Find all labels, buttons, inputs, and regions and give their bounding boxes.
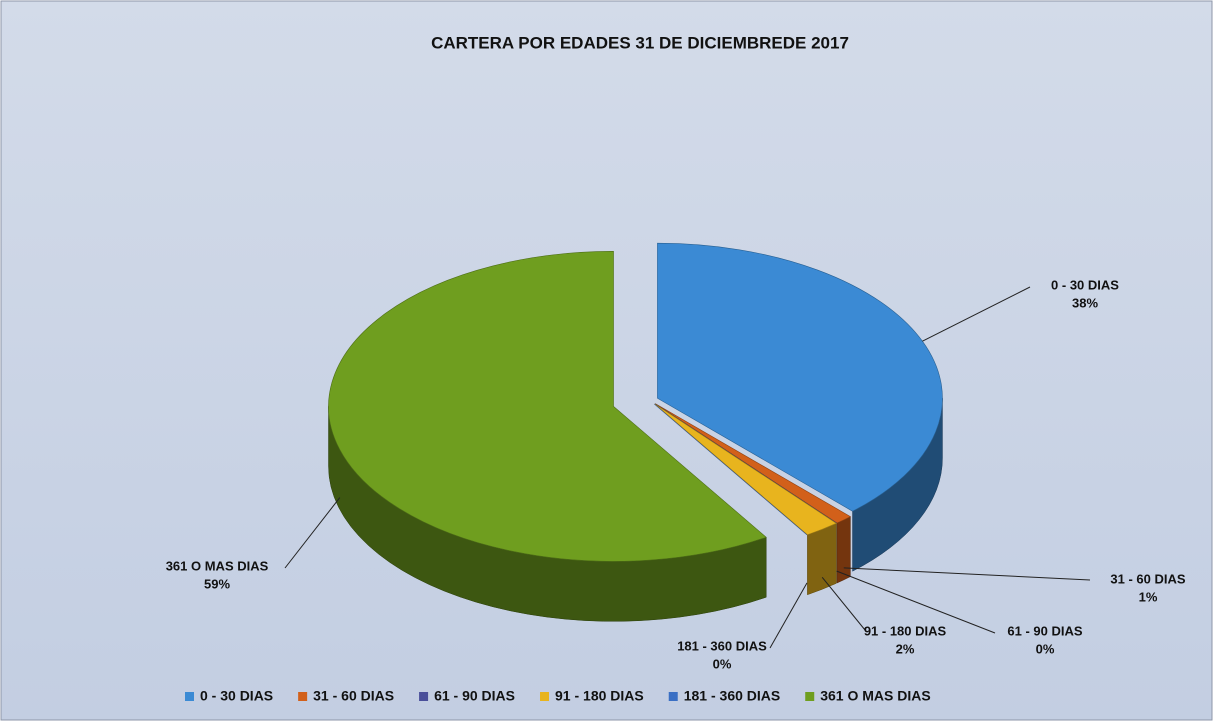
legend: 0 - 30 DIAS 31 - 60 DIAS 61 - 90 DIAS 91 - … bbox=[185, 688, 931, 704]
slice bbox=[655, 403, 852, 524]
leader-line bbox=[836, 570, 996, 634]
legend-swatch bbox=[298, 692, 308, 701]
legend-label: 61 - 90 DIAS bbox=[434, 688, 515, 704]
value-label: 0% bbox=[713, 656, 732, 671]
legend-swatch bbox=[185, 692, 194, 701]
legend-label: 91 - 180 DIAS bbox=[555, 688, 644, 704]
legend-swatch bbox=[668, 692, 678, 701]
legend-swatch bbox=[805, 692, 815, 701]
value-label: 59% bbox=[204, 576, 230, 591]
leader-line bbox=[284, 497, 341, 569]
slice-side bbox=[807, 522, 837, 596]
category-label: 361 O MAS DIAS bbox=[166, 558, 269, 573]
labels: 0 - 30 DIAS 38% 31 - 60 DIAS 1% 61 - 90 DIAS… bbox=[166, 277, 1186, 671]
legend-swatch bbox=[540, 692, 550, 701]
legend-swatch bbox=[419, 692, 429, 701]
category-label: 0 - 30 DIAS bbox=[1051, 277, 1119, 292]
legend-label: 0 - 30 DIAS bbox=[200, 688, 273, 704]
legend-label: 181 - 360 DIAS bbox=[684, 688, 781, 704]
leader-line bbox=[821, 576, 866, 631]
category-label: 61 - 90 DIAS bbox=[1007, 623, 1082, 638]
category-label: 91 - 180 DIAS bbox=[864, 623, 947, 638]
leader-line bbox=[922, 286, 1031, 342]
leader-line bbox=[843, 567, 1091, 581]
value-label: 0% bbox=[1036, 641, 1055, 656]
slice bbox=[657, 242, 943, 512]
slice bbox=[654, 403, 837, 524]
leader-line bbox=[769, 582, 808, 649]
legend-label: 31 - 60 DIAS bbox=[313, 688, 394, 704]
category-label: 31 - 60 DIAS bbox=[1110, 571, 1185, 586]
pie bbox=[328, 242, 943, 622]
value-label: 2% bbox=[896, 641, 915, 656]
slice bbox=[654, 403, 837, 536]
slice-side bbox=[836, 516, 851, 584]
value-label: 38% bbox=[1072, 295, 1098, 310]
chart-title: CARTERA POR EDADES 31 DE DICIEMBREDE 201… bbox=[431, 33, 849, 52]
legend-label: 361 O MAS DIAS bbox=[820, 688, 930, 704]
value-label: 1% bbox=[1139, 589, 1158, 604]
category-label: 181 - 360 DIAS bbox=[677, 638, 767, 653]
slice bbox=[328, 251, 767, 562]
